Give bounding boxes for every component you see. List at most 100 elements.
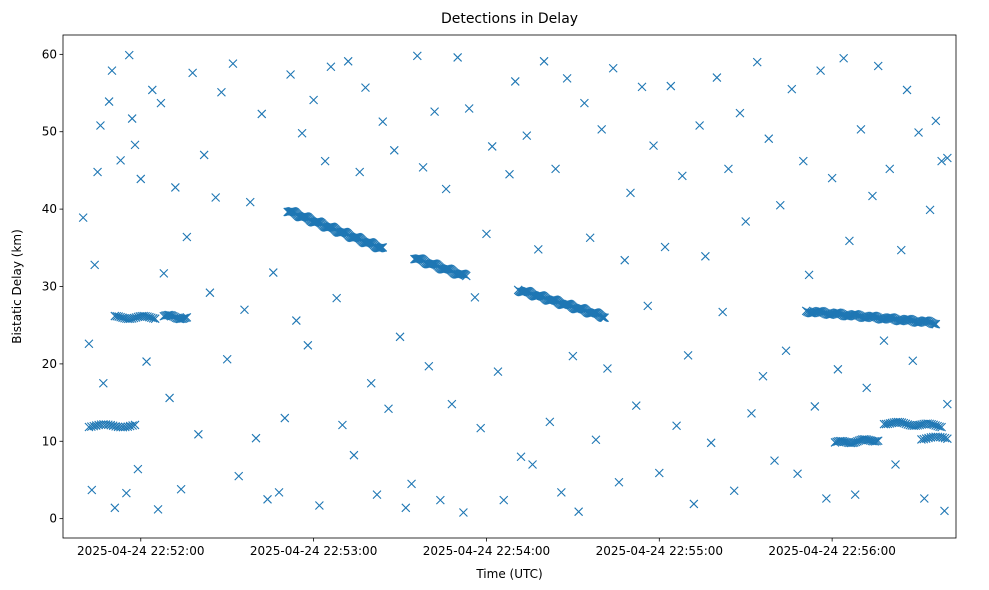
data-point	[153, 504, 163, 514]
data-point	[528, 460, 537, 469]
data-point	[314, 501, 324, 510]
data-point	[372, 490, 382, 500]
data-point	[672, 421, 681, 431]
y-axis-label: Bistatic Delay (km)	[10, 229, 24, 344]
data-point	[280, 413, 290, 423]
data-point	[937, 156, 946, 166]
data-point	[752, 57, 762, 67]
data-point	[181, 313, 190, 323]
data-point	[637, 82, 647, 92]
data-point	[879, 336, 889, 346]
data-point	[487, 142, 497, 151]
data-point	[833, 364, 843, 374]
data-point	[130, 140, 140, 150]
data-point	[654, 468, 664, 478]
data-point	[597, 125, 607, 134]
data-point	[600, 313, 609, 323]
data-point	[366, 378, 376, 388]
data-point	[620, 255, 630, 265]
data-point	[700, 251, 710, 261]
data-point	[338, 420, 347, 430]
data-point	[942, 399, 952, 409]
data-point	[807, 308, 817, 318]
data-point	[170, 183, 180, 192]
data-point	[908, 356, 918, 366]
data-point	[384, 404, 393, 414]
data-point	[689, 499, 699, 509]
y-axis: 0 10 20 30 40 50 60	[42, 47, 63, 526]
data-point	[435, 495, 445, 505]
data-point	[90, 260, 100, 270]
data-point	[78, 213, 88, 223]
data-point	[885, 164, 895, 174]
data-point	[299, 212, 309, 221]
data-point	[677, 171, 687, 181]
data-point	[395, 332, 405, 342]
data-point	[188, 68, 198, 78]
y-tick-label: 0	[49, 512, 57, 526]
data-point	[574, 507, 584, 517]
data-point	[599, 313, 609, 323]
data-point	[476, 423, 486, 433]
data-point	[234, 471, 244, 481]
data-point	[770, 456, 779, 466]
data-point	[814, 306, 824, 316]
data-point	[741, 217, 751, 226]
data-point	[291, 316, 301, 325]
data-point	[870, 436, 880, 446]
data-point	[165, 393, 174, 403]
data-point	[585, 233, 595, 243]
data-point	[96, 121, 105, 130]
data-point	[176, 484, 186, 494]
data-point	[148, 313, 158, 323]
x-axis: 2025-04-24 22:52:00 2025-04-24 22:53:00 20…	[77, 538, 896, 558]
data-point	[706, 438, 716, 448]
data-point	[729, 486, 739, 496]
data-point	[142, 357, 151, 366]
data-point	[482, 229, 491, 239]
data-point	[389, 145, 399, 155]
data-point	[211, 193, 221, 202]
data-point	[510, 77, 520, 86]
data-point	[182, 312, 192, 322]
y-tick-label: 60	[42, 47, 57, 61]
data-point	[935, 422, 944, 432]
data-point	[562, 73, 572, 83]
data-point	[107, 66, 117, 75]
data-point	[942, 434, 952, 444]
data-point	[556, 487, 566, 497]
data-point	[873, 436, 883, 446]
data-point	[430, 107, 439, 116]
data-point	[568, 351, 578, 361]
data-point	[849, 438, 859, 447]
data-point	[499, 495, 509, 505]
data-point	[683, 350, 693, 360]
data-point	[545, 417, 555, 427]
data-point	[810, 402, 820, 411]
data-point	[116, 155, 126, 165]
data-point	[522, 131, 532, 140]
data-point	[274, 487, 284, 497]
x-tick-label: 2025-04-24 22:54:00	[423, 544, 550, 558]
data-point	[920, 316, 930, 325]
data-point	[240, 305, 249, 315]
data-point	[902, 85, 912, 95]
data-point	[827, 173, 837, 183]
data-point	[130, 420, 140, 430]
data-point	[914, 128, 923, 137]
data-point	[608, 63, 618, 73]
data-point	[361, 83, 370, 93]
data-point	[424, 361, 434, 371]
data-point	[603, 364, 612, 373]
data-point	[798, 156, 808, 166]
data-point	[845, 236, 854, 246]
data-point	[747, 409, 756, 418]
data-point	[447, 399, 457, 409]
data-point	[516, 452, 526, 462]
data-point	[940, 433, 950, 443]
data-point	[913, 318, 923, 328]
data-point	[297, 128, 307, 138]
data-point	[93, 167, 102, 177]
data-point	[839, 53, 849, 63]
data-point	[453, 53, 463, 62]
